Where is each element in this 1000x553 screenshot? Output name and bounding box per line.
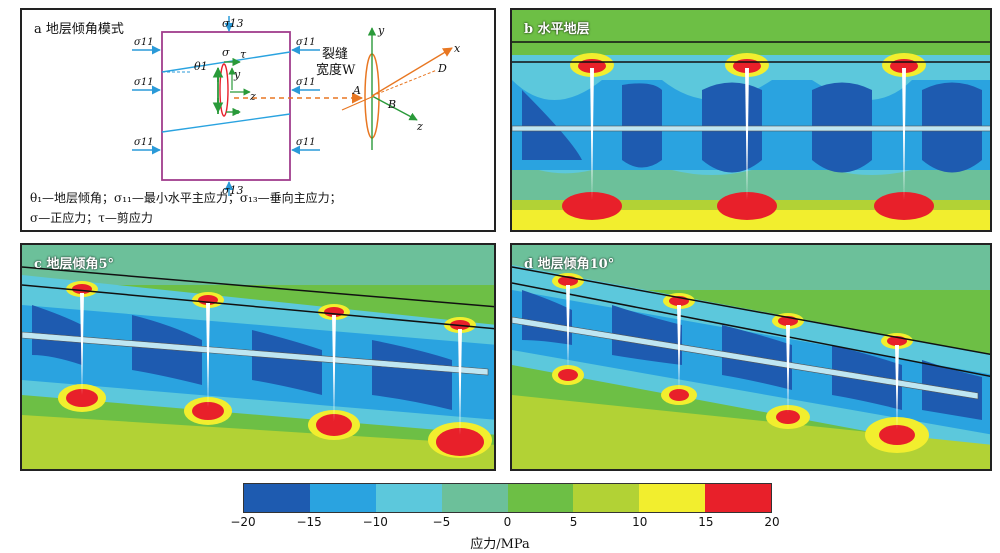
theta1-label: θ1 [194,60,208,73]
crack-width-label-1: 裂缝 [322,47,348,62]
colorbar-segment [244,484,310,512]
svg-text:z: z [416,120,423,133]
panel-d-label: d 地层倾角10° [524,257,615,272]
panel-a-schematic: a 地层倾角模式 [20,8,496,232]
colorbar-tick-label: 10 [632,515,648,529]
svg-text:σ11: σ11 [296,37,316,48]
stress-colorbar [243,483,772,513]
dip-model-schematic: σ13 σ13 σ11 σ11 σ11 σ11 σ11 σ11 θ1 σ τ y… [132,16,461,197]
lower-layer-boundary [161,113,291,133]
global-z-axis [371,95,418,121]
colorbar-segment [375,484,442,512]
fracture-ellipse [219,63,229,117]
svg-text:τ: τ [240,48,247,61]
stress-contour-b [512,10,990,230]
panel-d-stress-map: d 地层倾角10° [510,243,992,471]
colorbar-ticks: −20 −15 −10 −5 0 5 10 15 20 [230,515,779,531]
sigma13-bottom-label: σ13 [222,184,244,197]
panel-b-stress-map: b 水平地层 [510,8,992,232]
svg-text:y: y [377,24,385,37]
svg-text:D: D [437,62,447,75]
colorbar-tick-label: 0 [503,515,512,529]
colorbar-tick-label: −15 [296,515,322,529]
colorbar-segment [639,484,706,512]
svg-text:σ11: σ11 [134,137,154,148]
panel-a-label: a 地层倾角模式 [34,22,124,37]
colorbar-tick-label: −20 [230,515,256,529]
panel-a-legend: θ₁—地层倾角；σ₁₁—最小水平主应力；σ₁₃—垂向主应力； σ—正应力；τ—剪… [30,188,490,228]
panel-b-label: b 水平地层 [524,22,590,37]
rock-block-frame [161,31,291,181]
colorbar-tick-label: 5 [569,515,578,529]
svg-text:y: y [233,68,241,81]
colorbar-segment [705,484,771,512]
svg-text:z: z [249,90,256,103]
colorbar-segment [441,484,508,512]
panel-c-stress-map: c 地层倾角5° [20,243,496,471]
crack-width-label-2: 宽度W [316,62,356,78]
svg-text:x: x [454,42,461,55]
global-x-axis [371,47,453,97]
colorbar-segment [507,484,574,512]
colorbar-tick-label: 15 [698,515,714,529]
colorbar-title: 应力/MPa [470,537,530,552]
stress-contour-c [22,245,494,469]
colorbar-tick-label: 20 [764,515,780,529]
svg-text:σ11: σ11 [296,137,316,148]
svg-text:σ11: σ11 [296,77,316,88]
colorbar-tick-label: −5 [432,515,451,529]
colorbar-segment [573,484,640,512]
sigma13-top-label: σ13 [222,17,244,30]
colorbar-segment [309,484,376,512]
svg-text:A: A [352,84,361,97]
svg-text:σ: σ [222,46,230,59]
svg-text:B: B [387,98,396,111]
svg-text:σ11: σ11 [134,77,154,88]
stress-contour-d [512,245,990,469]
svg-text:σ11: σ11 [134,37,154,48]
panel-c-label: c 地层倾角5° [34,257,114,272]
legend-line-1: θ₁—地层倾角；σ₁₁—最小水平主应力；σ₁₃—垂向主应力； [30,191,342,205]
colorbar-tick-label: −10 [362,515,388,529]
legend-line-2: σ—正应力；τ—剪应力 [30,211,153,225]
